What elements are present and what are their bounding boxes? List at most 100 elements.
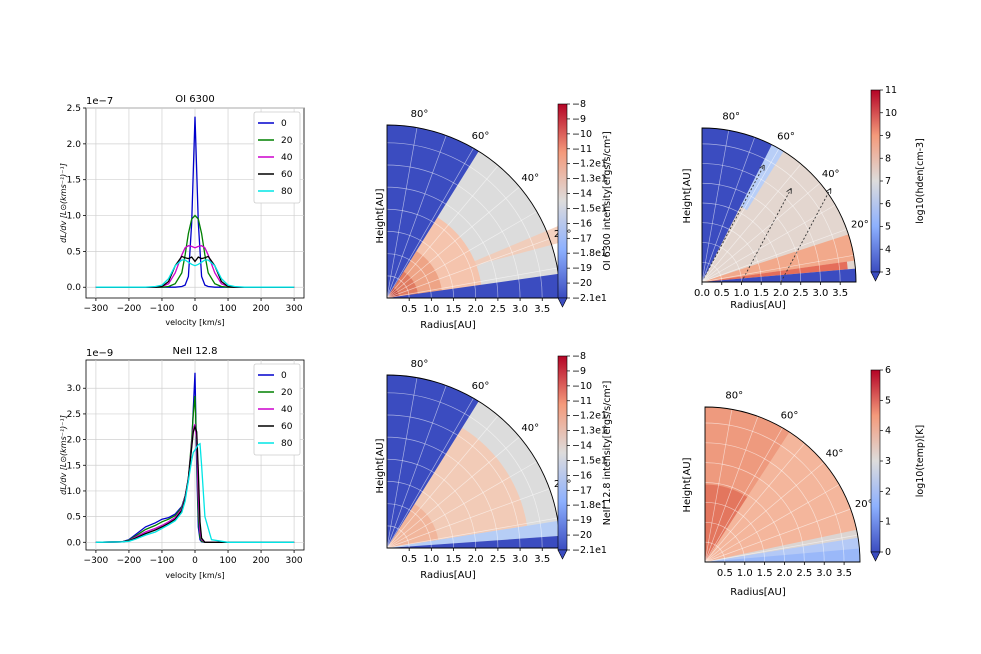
radial-gridline	[386, 208, 477, 299]
angular-gridline	[704, 534, 858, 563]
x-tick-label: 300	[285, 304, 302, 314]
legend-label: 40	[281, 405, 293, 415]
colorbar-tick-label: −8	[572, 351, 586, 362]
x-tick-label: 3.5	[534, 304, 550, 315]
y-tick-label: 0.5	[67, 513, 81, 523]
legend-label: 20	[281, 388, 293, 398]
x-tick-label: 1.5	[446, 554, 462, 565]
angular-gridline	[386, 186, 520, 299]
x-tick-label: 3.0	[816, 568, 832, 579]
angular-gridline	[386, 238, 550, 299]
x-tick-label: −200	[117, 304, 142, 314]
x-tick-label: −200	[117, 556, 142, 566]
x-tick-label: 2.0	[468, 554, 484, 565]
x-tick-label: 2.5	[796, 568, 812, 579]
radial-gridline	[704, 462, 805, 563]
x-tick-label: 2.5	[490, 304, 506, 315]
y-axis-label: dL/dv [L⊙(kms⁻¹)⁻¹]	[59, 163, 68, 243]
x-tick-label: 1.5	[757, 568, 773, 579]
colorbar-tick-label: −1.3e1	[572, 426, 607, 437]
colorbar	[557, 355, 568, 551]
neii-12-8-polar-map: 0.51.01.52.02.53.03.520°40°60°80° Radius…	[375, 351, 613, 581]
x-tick-label: 2.5	[793, 288, 809, 299]
colorbar-tick-label: 5	[885, 395, 891, 406]
colorbar-tick-label: −11	[572, 144, 592, 155]
x-tick-label: 100	[219, 304, 236, 314]
radial-gridline	[386, 231, 454, 299]
legend-label: 60	[281, 422, 293, 432]
x-tick-label: −300	[84, 304, 109, 314]
angular-gridline	[701, 148, 780, 283]
colorbar-tick-label: −1.2e1	[572, 159, 607, 170]
angle-tick-label: 60°	[472, 381, 490, 392]
radial-gridline	[386, 525, 410, 549]
angular-gridline	[386, 135, 447, 299]
y-tick-label: 1.0	[67, 487, 82, 497]
y-axis-label: dL/dv [L⊙(kms⁻¹)⁻¹]	[59, 415, 68, 495]
x-tick-label: 100	[219, 556, 236, 566]
colorbar-tick-label: −2.1e1	[572, 545, 607, 556]
radial-gridline	[701, 163, 821, 283]
colorbar-tick-label: 0	[885, 547, 891, 558]
polar-frame	[701, 127, 857, 283]
colorbar-tick-label: −9	[572, 114, 586, 125]
colorbar-tick-label: −16	[572, 470, 592, 481]
x-tick-label: −300	[84, 556, 109, 566]
angle-tick-label: 80°	[411, 359, 429, 370]
angular-gridline	[704, 409, 733, 563]
angular-gridline	[386, 211, 537, 299]
angular-gridline	[386, 377, 418, 549]
radial-gridline	[701, 222, 762, 283]
angular-gridline	[386, 127, 418, 299]
angular-gridline	[386, 165, 499, 299]
x-tick-label: 3.5	[836, 568, 852, 579]
angular-gridline	[701, 228, 847, 283]
x-tick-label: 2.0	[468, 304, 484, 315]
map-region	[705, 548, 860, 562]
colorbar-tick-label: −1.8e1	[572, 248, 607, 259]
colorbar-extend-arrow	[870, 271, 881, 282]
x-tick-label: 0	[192, 304, 198, 314]
angle-tick-label: 60°	[781, 411, 799, 422]
angular-gridline	[386, 461, 537, 549]
x-tick-label: 0.5	[717, 568, 733, 579]
x-tick-label: 0	[192, 556, 198, 566]
series-line-60	[95, 255, 295, 288]
y-tick-label: 3.0	[67, 384, 82, 394]
colorbar-tick-label: −17	[572, 233, 592, 244]
legend-label: 0	[281, 119, 287, 129]
colorbar-tick-label: −20	[572, 278, 592, 289]
neii-12-8-line-chart: −300 −200 −100 0 100 200 300 0.00.51.01.52.02.…	[59, 346, 305, 580]
y-tick-label: 2.5	[67, 410, 81, 420]
y-axis-label: Height[AU]	[682, 457, 693, 512]
y-tick-label: 0.5	[67, 247, 81, 257]
angle-tick-label: 60°	[472, 131, 490, 142]
colorbar-tick-label: −16	[572, 218, 592, 229]
map-region	[387, 520, 560, 548]
colorbar-tick-label: −10	[572, 129, 592, 140]
radial-gridline	[701, 182, 802, 283]
colorbar-tick-label: −1.3e1	[572, 174, 607, 185]
colorbar-tick-label: −8	[572, 99, 586, 110]
radial-gridline	[704, 442, 825, 563]
colorbar-tick-label: −19	[572, 263, 592, 274]
radial-gridline	[701, 202, 782, 283]
colorbar-label: log10(hden[cm-3]	[915, 138, 926, 224]
colorbar-tick-label: 4	[885, 426, 891, 437]
x-tick-label: 0.0	[694, 288, 710, 299]
colorbar-tick-label: 4	[885, 244, 891, 255]
axis-multiplier: 1e−9	[86, 348, 113, 359]
radial-gridline	[386, 481, 454, 549]
x-axis-label: velocity [km/s]	[165, 571, 224, 580]
x-tick-label: 1.5	[446, 304, 462, 315]
y-tick-label: 1.0	[67, 212, 82, 222]
colorbar-tick-label: 2	[885, 486, 891, 497]
angle-tick-label: 80°	[411, 109, 429, 120]
legend-label: 80	[281, 187, 293, 197]
legend-box	[253, 363, 301, 456]
x-tick-label: −100	[150, 556, 175, 566]
colorbar	[870, 369, 881, 553]
colorbar-label: log10(temp)[K]	[915, 425, 926, 497]
angular-gridline	[386, 415, 499, 549]
colorbar-tick-label: −11	[572, 396, 592, 407]
